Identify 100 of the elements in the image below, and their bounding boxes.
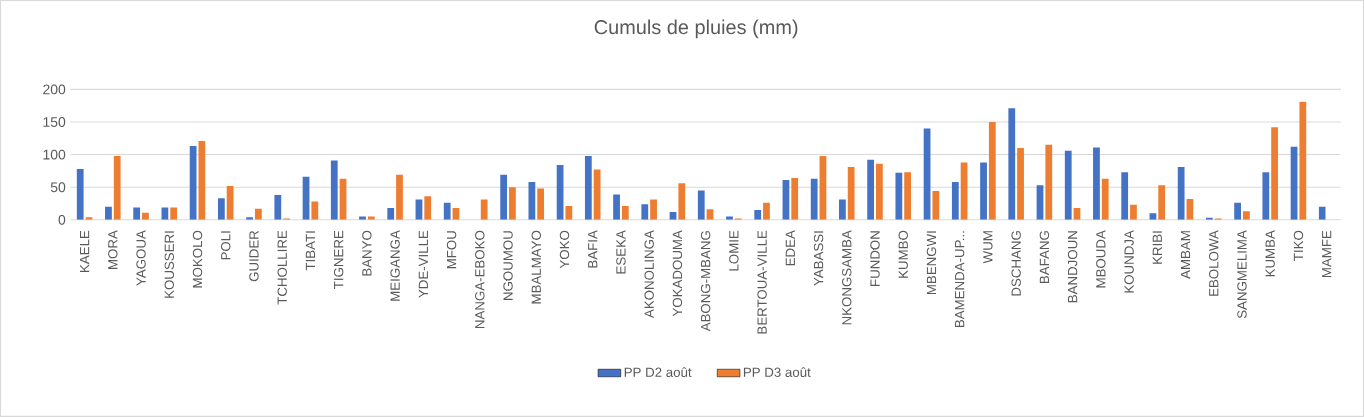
bar <box>613 194 620 220</box>
legend-label: PP D2 août <box>624 367 692 377</box>
x-tick-label: YOKO <box>559 230 570 269</box>
x-tick-label: KUMBA <box>1265 230 1275 277</box>
x-tick-label: LOMIE <box>729 230 739 271</box>
x-tick-label: POLI <box>221 231 231 260</box>
bar <box>1121 172 1129 220</box>
x-tick-label: MEIGANGA <box>390 230 400 301</box>
x-tick-label: MBALMAYO <box>531 230 541 304</box>
x-tick-label: YABASSI <box>813 231 824 286</box>
x-tick-label: MFOU <box>446 231 457 269</box>
x-tick-label: TCHOLLIRE <box>277 230 287 305</box>
bar <box>189 146 197 220</box>
y-tick-label: 50 <box>50 182 66 193</box>
bar <box>791 178 799 220</box>
bar <box>951 182 959 220</box>
legend-label: PP D3 août <box>743 367 811 377</box>
x-tick-label: ESEKA <box>616 230 626 274</box>
bar <box>867 159 875 220</box>
bar <box>528 182 536 220</box>
bar <box>170 207 178 220</box>
bar <box>105 206 112 220</box>
x-tick-label: ABONG-MBANG <box>700 231 711 332</box>
x-tick-label: FUNDON <box>870 231 880 286</box>
x-tick-label: MOKOLO <box>192 230 203 288</box>
bar <box>621 206 629 220</box>
bar <box>1262 172 1270 220</box>
y-tick-label: 150 <box>43 117 66 127</box>
bar <box>226 185 234 220</box>
x-tick-label: EBOLOWA <box>1209 230 1219 296</box>
x-tick-label: KRIBI <box>1152 231 1162 264</box>
x-tick-label: BERTOUA-VILLE <box>757 230 767 334</box>
bar <box>904 172 912 220</box>
bar <box>1064 150 1072 220</box>
y-tick-label: 100 <box>43 149 66 160</box>
x-tick-label: BAMENDA-UP... <box>955 231 965 328</box>
x-tick-label: BAFANG <box>1039 231 1050 284</box>
x-tick-label: AMBAM <box>1180 231 1191 279</box>
bar <box>932 191 940 220</box>
x-tick-label: DSCHANG <box>1011 231 1021 296</box>
x-tick-label: TIBATI <box>305 231 315 271</box>
bar <box>387 208 395 220</box>
x-tick-label: MAMFE <box>1322 230 1332 278</box>
x-tick-label: MBOUDA <box>1096 230 1106 288</box>
x-tick-label: KOUSSERI <box>164 231 174 298</box>
x-tick-label: NKONGSAMBA <box>842 230 852 325</box>
bar <box>565 206 573 220</box>
bar <box>1017 148 1024 220</box>
x-tick-label: GUIDER <box>249 230 259 282</box>
chart-title: Cumuls de pluies (mm) <box>594 19 798 39</box>
bar <box>1093 147 1100 220</box>
bar <box>1299 101 1307 220</box>
bar <box>754 210 762 220</box>
bar <box>584 155 592 220</box>
bar <box>537 188 545 220</box>
bar <box>500 174 508 220</box>
bar <box>876 163 883 220</box>
bar <box>810 178 818 220</box>
x-tick-label: MORA <box>108 230 118 269</box>
bar <box>311 201 319 220</box>
x-tick-label: TIGNERE <box>333 230 344 289</box>
x-tick-label: YOKADOUMA <box>672 230 683 317</box>
bar <box>697 190 705 220</box>
bar <box>1177 167 1185 220</box>
x-tick-label: YDE-VILLE <box>418 230 428 298</box>
bar <box>1008 108 1016 220</box>
bar <box>480 199 488 220</box>
x-tick-label: SANGMELIMA <box>1237 230 1247 319</box>
bar <box>763 202 770 220</box>
bar <box>895 172 903 220</box>
x-tick-label: BANDJOUN <box>1067 231 1078 303</box>
bar <box>980 162 987 220</box>
y-tick-label: 200 <box>43 84 66 95</box>
bar <box>1101 178 1109 220</box>
x-tick-label: WUM <box>983 231 993 264</box>
x-tick-label: YAGOUA <box>136 230 146 286</box>
bar <box>1045 144 1053 220</box>
bar <box>678 183 686 220</box>
bar <box>113 155 121 220</box>
x-tick-label: AKONOLINGA <box>644 230 654 319</box>
bar <box>217 198 225 220</box>
y-tick-label: 0 <box>58 214 66 225</box>
bar <box>1234 202 1241 220</box>
bar <box>274 195 282 220</box>
x-tick-label: BANYO <box>362 230 372 276</box>
bar <box>1242 211 1250 220</box>
bar <box>76 168 84 220</box>
bar <box>988 122 996 220</box>
x-tick-label: KUMBO <box>898 230 908 278</box>
x-tick-label: EDEA <box>785 230 795 266</box>
bar <box>330 160 338 220</box>
x-tick-label: NGOUMOU <box>503 231 513 300</box>
x-tick-label: NANGA-EBOKO <box>475 230 485 329</box>
x-tick-label: TIKO <box>1293 230 1304 261</box>
bar <box>641 204 649 220</box>
x-tick-label: MBENGWI <box>926 231 937 295</box>
bar <box>509 187 516 220</box>
bar <box>839 199 846 220</box>
x-tick-label: BAFIA <box>588 230 598 268</box>
bar <box>254 208 262 220</box>
